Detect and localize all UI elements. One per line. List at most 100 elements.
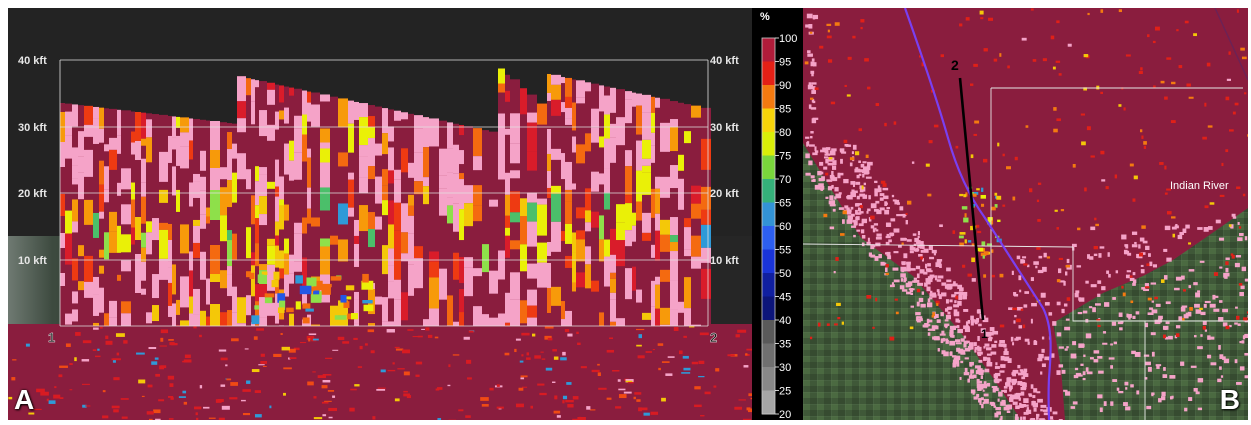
pink-echo-bin — [975, 365, 981, 368]
pink-echo-bin — [924, 282, 928, 286]
echo-bin — [78, 281, 84, 290]
ground-echo-bin — [255, 390, 261, 393]
pink-echo-bin — [1238, 323, 1241, 326]
pink-echo-bin — [812, 58, 815, 61]
echo-core-bin — [305, 309, 313, 312]
echo-bin — [1227, 79, 1231, 81]
echo-bin — [104, 144, 109, 151]
echo-bin — [1002, 205, 1005, 207]
echo-bin — [585, 222, 591, 231]
pink-echo-bin — [921, 250, 924, 253]
echo-bin — [966, 17, 970, 20]
pink-echo-bin — [943, 338, 945, 341]
echo-bin — [394, 231, 401, 261]
echo-bin — [625, 91, 632, 99]
echo-bin — [561, 319, 565, 326]
echo-bin — [1031, 8, 1034, 10]
echo-bin — [152, 305, 159, 321]
echo-bin — [180, 117, 189, 132]
ground-echo-bin — [638, 407, 642, 411]
pink-echo-bin — [1104, 302, 1109, 307]
ground-echo-bin — [179, 396, 186, 398]
echo-bin — [1106, 186, 1109, 189]
ground-echo-bin — [171, 343, 177, 345]
pink-echo-bin — [911, 306, 915, 308]
colorbar-unit: % — [760, 11, 770, 23]
ground-echo-bin — [309, 336, 314, 338]
pink-echo-bin — [833, 209, 836, 212]
echo-bin — [551, 85, 561, 100]
echo-bin — [976, 225, 979, 228]
echo-bin — [220, 215, 227, 241]
ground-echo-bin — [93, 349, 97, 351]
pink-echo-bin — [1245, 279, 1248, 282]
ground-echo-bin — [53, 395, 60, 399]
echo-bin — [1101, 179, 1105, 181]
echo-bin — [117, 110, 121, 136]
echo-bin — [565, 256, 572, 268]
echo-bin — [423, 147, 429, 177]
echo-bin — [1145, 286, 1149, 288]
echo-bin — [429, 277, 439, 308]
pink-echo-bin — [998, 399, 1000, 402]
pink-echo-bin — [1040, 405, 1046, 408]
pink-echo-bin — [917, 273, 920, 278]
pink-echo-bin — [826, 147, 830, 150]
echo-bin — [1199, 308, 1203, 310]
ground-echo-bin — [554, 356, 559, 359]
echo-bin — [121, 301, 131, 313]
pink-echo-bin — [811, 73, 813, 77]
pink-echo-bin — [970, 316, 974, 321]
pink-echo-bin — [1207, 355, 1211, 359]
pink-echo-bin — [858, 160, 861, 163]
pink-echo-bin — [855, 203, 859, 206]
echo-bin — [505, 323, 510, 326]
echo-bin — [368, 229, 375, 247]
pink-echo-bin — [1032, 395, 1035, 398]
echo-core-bin — [273, 272, 279, 280]
echo-bin — [1189, 97, 1194, 99]
echo-bin — [237, 101, 246, 118]
pink-echo-bin — [938, 348, 940, 351]
echo-bin — [200, 151, 206, 171]
echo-bin — [1148, 298, 1152, 301]
pink-echo-bin — [913, 233, 917, 235]
echo-bin — [1205, 205, 1209, 208]
echo-bin — [227, 230, 232, 240]
echo-bin — [604, 169, 610, 193]
echo-core-bin — [306, 277, 316, 286]
echo-bin — [527, 152, 537, 171]
echo-bin — [655, 309, 660, 326]
ground-echo-bin — [155, 374, 160, 377]
pink-echo-bin — [1189, 269, 1195, 271]
ground-echo-bin — [360, 346, 363, 349]
ground-echo-bin — [112, 406, 120, 409]
ground-echo-bin — [58, 374, 62, 377]
echo-bin — [642, 313, 651, 320]
pink-echo-bin — [809, 144, 815, 146]
echo-core-bin — [963, 194, 966, 197]
ground-echo-bin — [368, 329, 374, 332]
pink-echo-bin — [1076, 373, 1081, 376]
ground-echo-bin — [505, 353, 510, 356]
echo-bin — [1161, 81, 1165, 84]
echo-bin — [655, 285, 660, 309]
ground-echo-bin — [628, 382, 634, 383]
pink-echo-bin — [910, 293, 913, 295]
echo-bin — [651, 146, 655, 163]
echo-core-bin — [278, 307, 285, 313]
ground-echo-bin — [261, 354, 265, 357]
echo-bin — [414, 258, 423, 288]
pink-echo-bin — [994, 374, 998, 376]
echo-core-bin — [335, 315, 347, 319]
echo-bin — [1235, 307, 1238, 309]
pink-echo-bin — [955, 318, 959, 322]
pink-echo-bin — [1148, 367, 1152, 372]
ground-echo-bin — [425, 327, 429, 330]
echo-bin — [394, 280, 401, 300]
pink-echo-bin — [855, 212, 859, 215]
ground-echo-bin — [560, 357, 567, 360]
ground-echo-bin — [658, 368, 661, 370]
echo-bin — [625, 195, 632, 203]
echo-bin — [210, 190, 220, 220]
